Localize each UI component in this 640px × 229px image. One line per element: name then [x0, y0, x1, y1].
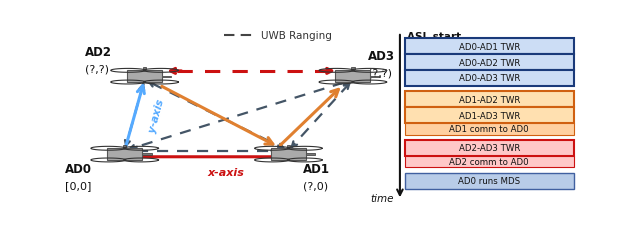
- Text: AD1 comm to AD0: AD1 comm to AD0: [449, 125, 529, 134]
- Bar: [287, 145, 290, 151]
- Bar: [123, 145, 126, 151]
- Bar: [143, 76, 146, 82]
- Bar: [351, 67, 355, 73]
- Bar: [339, 76, 355, 77]
- Text: AD2 comm to AD0: AD2 comm to AD0: [449, 158, 529, 166]
- Bar: [405, 156, 573, 168]
- Bar: [131, 76, 147, 77]
- Text: AD0-AD2 TWR: AD0-AD2 TWR: [458, 58, 520, 67]
- Bar: [405, 71, 573, 87]
- Bar: [123, 154, 126, 159]
- Text: AD2: AD2: [85, 46, 112, 59]
- Bar: [275, 154, 291, 155]
- Bar: [143, 67, 146, 73]
- Text: (?,0): (?,0): [303, 181, 328, 191]
- Text: UWB Ranging: UWB Ranging: [261, 31, 332, 41]
- Text: AD1-AD3 TWR: AD1-AD3 TWR: [458, 111, 520, 120]
- Bar: [271, 148, 306, 161]
- Text: AD0-AD3 TWR: AD0-AD3 TWR: [458, 74, 520, 83]
- Bar: [335, 71, 370, 83]
- Bar: [287, 154, 290, 159]
- Bar: [405, 124, 573, 135]
- Text: AD3: AD3: [368, 50, 395, 63]
- Text: ASL start: ASL start: [408, 32, 461, 42]
- Bar: [405, 173, 573, 189]
- Text: AD0-AD1 TWR: AD0-AD1 TWR: [458, 42, 520, 51]
- Bar: [405, 55, 573, 71]
- Text: (?,?): (?,?): [85, 64, 109, 74]
- Text: (?,?): (?,?): [368, 68, 392, 78]
- Bar: [127, 71, 162, 83]
- Bar: [155, 76, 172, 77]
- Bar: [135, 154, 152, 155]
- Text: AD0: AD0: [65, 163, 92, 176]
- Bar: [111, 154, 127, 155]
- Text: AD0 runs MDS: AD0 runs MDS: [458, 176, 520, 185]
- Text: [0,0]: [0,0]: [65, 181, 92, 191]
- Bar: [364, 76, 380, 77]
- Bar: [351, 76, 355, 82]
- Text: AD1: AD1: [303, 163, 330, 176]
- Text: y-axis: y-axis: [147, 98, 166, 134]
- Bar: [405, 140, 573, 156]
- Text: x-axis: x-axis: [208, 168, 244, 178]
- Bar: [299, 154, 316, 155]
- Bar: [405, 108, 573, 124]
- Text: time: time: [371, 193, 394, 203]
- Bar: [108, 148, 142, 161]
- Text: AD2-AD3 TWR: AD2-AD3 TWR: [458, 144, 520, 153]
- Bar: [405, 39, 573, 55]
- Bar: [405, 92, 573, 108]
- Text: AD1-AD2 TWR: AD1-AD2 TWR: [458, 95, 520, 104]
